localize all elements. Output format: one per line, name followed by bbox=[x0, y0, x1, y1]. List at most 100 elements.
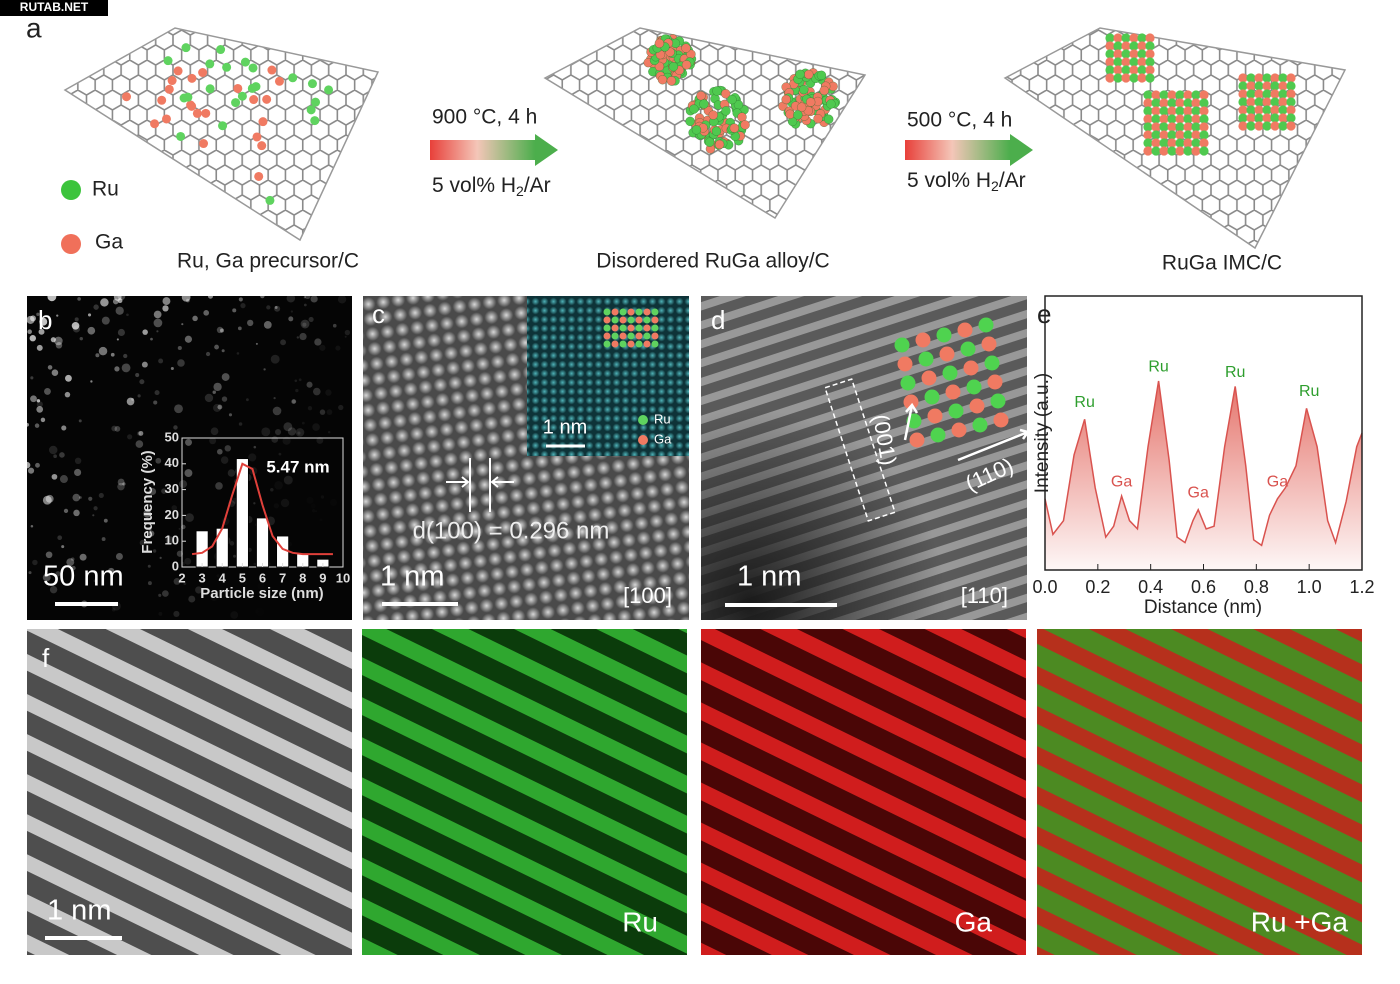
x-tick-label: 3 bbox=[199, 570, 206, 585]
particle bbox=[158, 358, 164, 364]
atom bbox=[1129, 33, 1139, 43]
particle bbox=[299, 332, 307, 341]
particle bbox=[178, 527, 181, 530]
scale-label: 1 nm bbox=[47, 895, 111, 927]
atom bbox=[1159, 98, 1169, 108]
atom bbox=[712, 86, 722, 96]
atom bbox=[218, 121, 228, 131]
atom bbox=[948, 403, 964, 419]
atom bbox=[1270, 81, 1280, 91]
atom bbox=[942, 365, 958, 381]
peak-label: Ru bbox=[1074, 394, 1094, 411]
particle bbox=[153, 318, 163, 328]
atom bbox=[708, 110, 718, 120]
y-tick-label: 30 bbox=[165, 481, 179, 496]
y-tick-label: 0 bbox=[172, 558, 179, 573]
particle bbox=[74, 468, 82, 476]
particle bbox=[112, 298, 119, 305]
atom bbox=[627, 324, 635, 332]
particle bbox=[308, 316, 314, 322]
particle bbox=[139, 539, 146, 546]
particle bbox=[188, 595, 196, 603]
panel-label: b bbox=[38, 305, 52, 335]
particle bbox=[320, 518, 323, 521]
particle bbox=[173, 578, 181, 585]
map-label: Ru +Ga bbox=[1251, 906, 1349, 937]
scale-label: 50 nm bbox=[43, 561, 124, 593]
particle bbox=[114, 426, 121, 432]
particle bbox=[306, 497, 313, 504]
particle bbox=[227, 469, 236, 477]
particle bbox=[88, 496, 93, 501]
atom bbox=[897, 356, 913, 372]
particle bbox=[50, 337, 56, 343]
peak-label: Ru bbox=[1225, 364, 1245, 381]
atom bbox=[654, 38, 665, 49]
atom bbox=[1262, 105, 1272, 115]
atom bbox=[657, 75, 668, 85]
particle bbox=[153, 310, 162, 319]
particle bbox=[229, 541, 235, 546]
particle bbox=[260, 296, 265, 299]
particle bbox=[170, 366, 174, 371]
particle bbox=[315, 510, 317, 512]
atom bbox=[993, 412, 1009, 428]
atom bbox=[1105, 65, 1115, 75]
particle bbox=[90, 380, 93, 383]
particle bbox=[123, 353, 128, 359]
particle bbox=[66, 558, 75, 567]
particle bbox=[39, 317, 48, 326]
atom bbox=[306, 105, 316, 115]
atom bbox=[1159, 90, 1169, 100]
particle bbox=[117, 482, 125, 491]
atom bbox=[1238, 105, 1248, 115]
atom bbox=[1278, 105, 1288, 115]
atom bbox=[924, 389, 940, 405]
atom bbox=[643, 332, 651, 340]
atom bbox=[651, 332, 659, 340]
atom bbox=[1183, 138, 1193, 148]
atom bbox=[651, 324, 659, 332]
atom bbox=[1151, 90, 1161, 100]
atom bbox=[311, 97, 321, 107]
particle bbox=[115, 306, 124, 315]
atom bbox=[179, 93, 189, 103]
particle bbox=[155, 457, 162, 464]
step-gas: 5 vol% H2/Ar bbox=[907, 169, 1026, 194]
atom bbox=[799, 84, 809, 95]
particle bbox=[301, 421, 305, 425]
particle bbox=[56, 314, 59, 317]
particle bbox=[28, 571, 32, 575]
atom bbox=[1286, 113, 1296, 123]
atom bbox=[1286, 97, 1296, 107]
particle bbox=[29, 334, 37, 342]
atom bbox=[1246, 73, 1256, 83]
atom bbox=[1183, 106, 1193, 116]
particle bbox=[38, 328, 45, 335]
atom bbox=[714, 139, 725, 150]
particle bbox=[27, 315, 35, 324]
atom bbox=[201, 108, 211, 118]
atom bbox=[1270, 105, 1280, 115]
atom bbox=[1129, 57, 1139, 67]
particle bbox=[228, 413, 233, 417]
atom bbox=[635, 316, 643, 324]
particle bbox=[32, 559, 38, 566]
atom bbox=[1151, 122, 1161, 132]
atom bbox=[251, 82, 261, 92]
gas-text: /Ar bbox=[999, 169, 1026, 192]
atom bbox=[1129, 41, 1139, 51]
particle bbox=[152, 549, 157, 553]
atom bbox=[900, 375, 916, 391]
atom bbox=[984, 355, 1000, 371]
particle bbox=[156, 330, 159, 333]
atom bbox=[1246, 81, 1256, 91]
y-tick-label: 20 bbox=[165, 507, 179, 522]
particle bbox=[27, 422, 29, 427]
particle bbox=[53, 454, 57, 459]
particle bbox=[117, 328, 125, 337]
particle bbox=[288, 316, 294, 322]
atom bbox=[1143, 106, 1153, 116]
particle bbox=[36, 405, 44, 413]
